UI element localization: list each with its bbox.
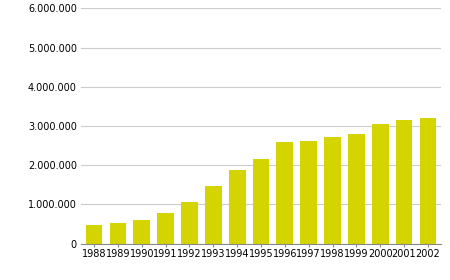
Bar xyxy=(229,170,246,244)
Bar xyxy=(419,118,436,244)
Bar xyxy=(276,142,293,244)
Bar xyxy=(348,134,365,244)
Bar xyxy=(205,186,222,244)
Bar xyxy=(181,202,198,244)
Bar xyxy=(396,120,412,244)
Bar xyxy=(134,220,150,244)
Bar xyxy=(252,158,270,244)
Bar xyxy=(110,223,126,244)
Bar xyxy=(300,141,317,244)
Bar xyxy=(372,124,388,244)
Bar xyxy=(324,137,341,244)
Bar xyxy=(158,213,174,244)
Bar xyxy=(86,225,103,244)
